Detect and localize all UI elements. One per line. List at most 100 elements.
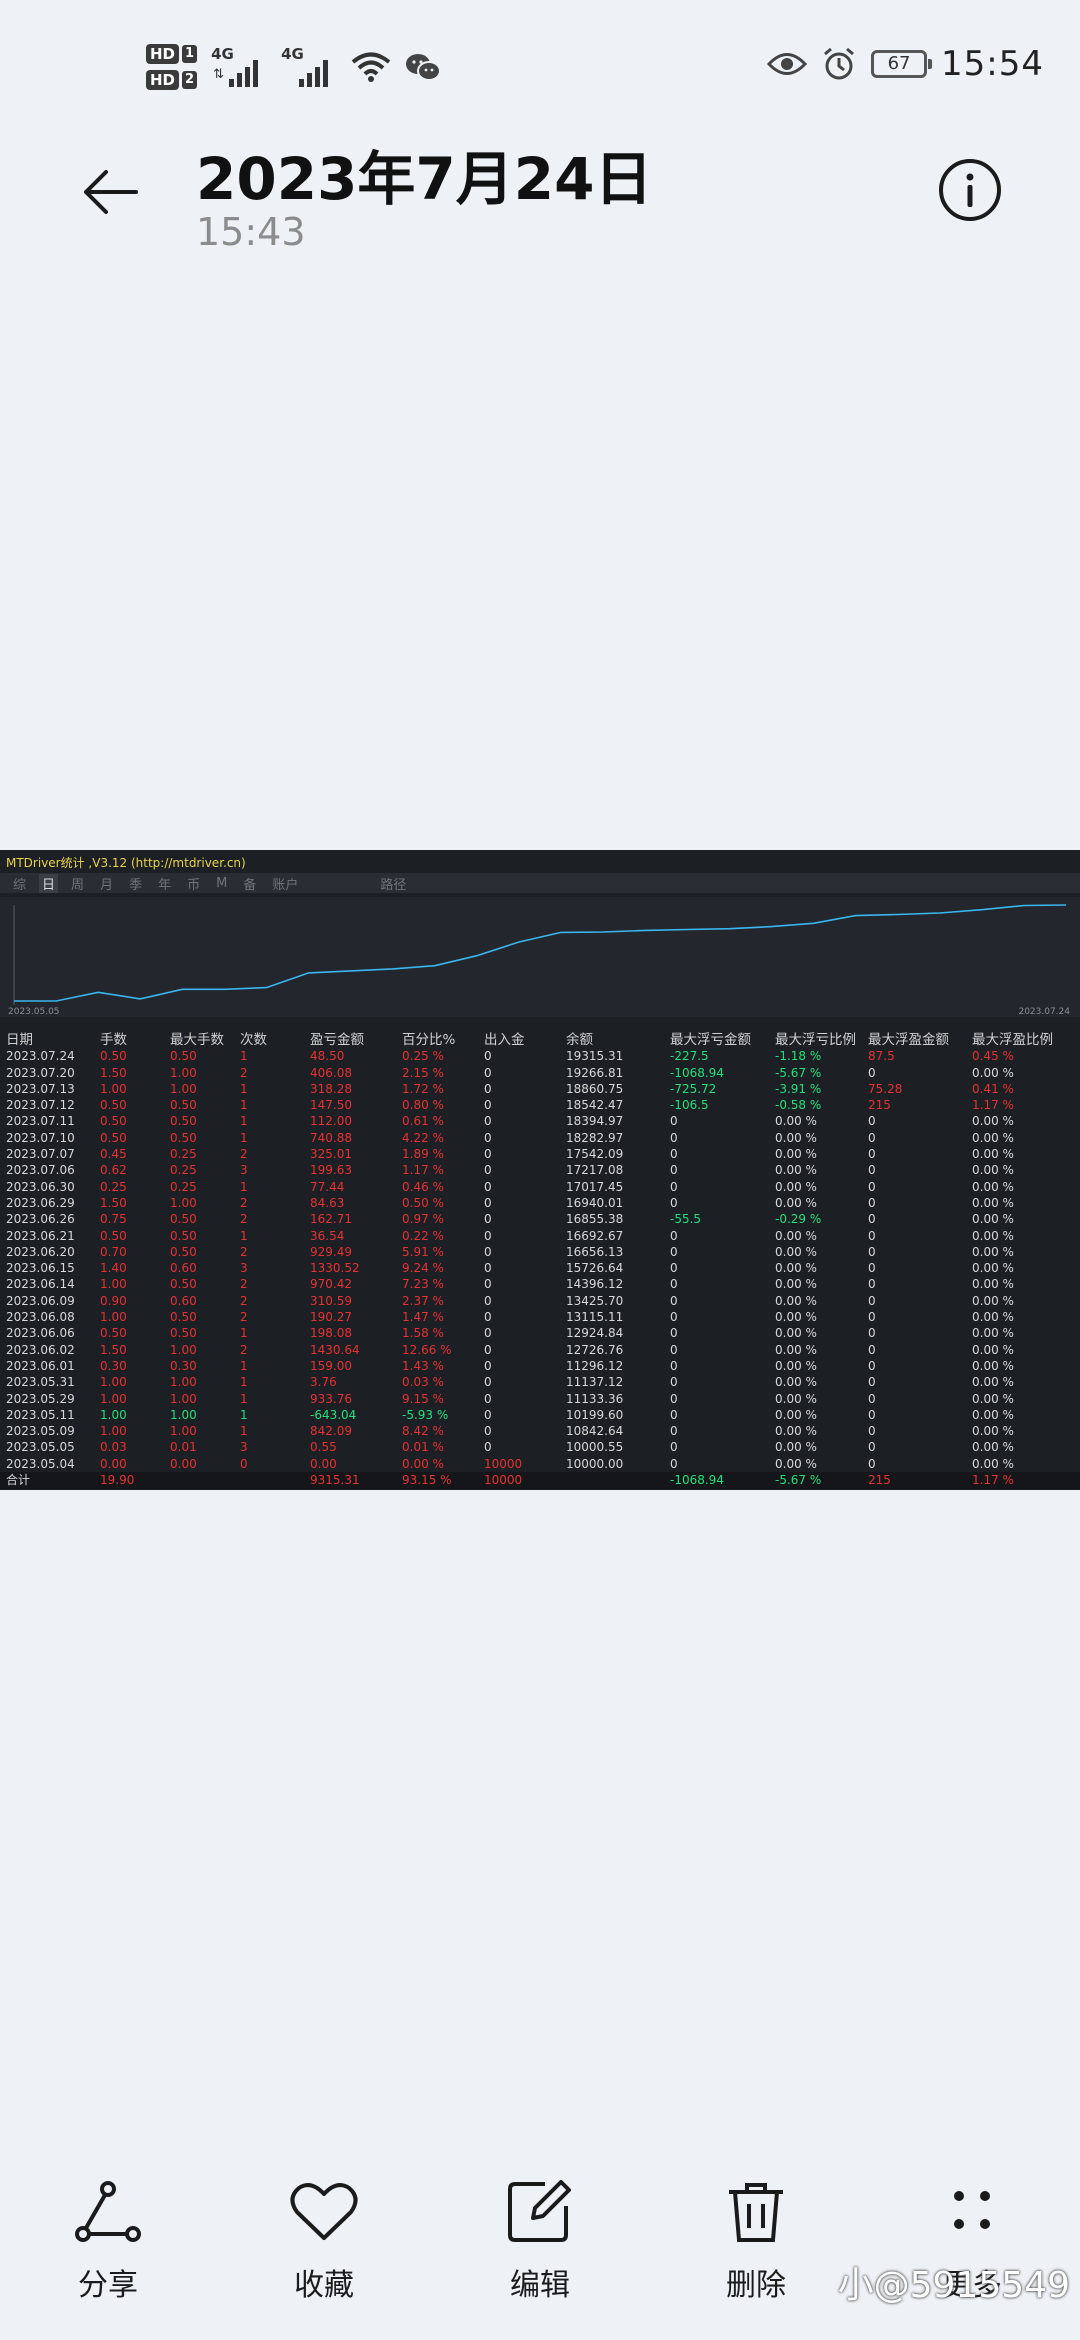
table-cell: 147.50	[310, 1098, 352, 1113]
table-cell: 215	[868, 1098, 891, 1113]
column-header: 次数	[240, 1032, 267, 1048]
table-cell: 159.00	[310, 1358, 352, 1373]
table-cell: 1.58 %	[402, 1326, 444, 1341]
table-row: 2023.07.13 1.00 1.00 1 318.28 1.72 % 0 18860.75…	[0, 1081, 1080, 1097]
table-cell: 1.50	[100, 1342, 127, 1357]
table-cell: 1	[240, 1081, 248, 1096]
table-row: 2023.06.30 0.25 0.25 1 77.44 0.46 % 0 17017.45 0…	[0, 1179, 1080, 1195]
table-cell: 19266.81	[566, 1065, 624, 1080]
column-header: 最大浮亏金额	[670, 1032, 751, 1048]
table-cell: 0.00	[310, 1456, 337, 1471]
table-cell: 0	[484, 1277, 492, 1292]
table-cell: 0	[670, 1342, 678, 1357]
share-button[interactable]: 分享	[38, 2180, 178, 2304]
table-cell: -5.93 %	[402, 1407, 449, 1422]
table-cell: 2023.07.11	[6, 1114, 75, 1129]
table-cell: 9315.31	[310, 1473, 360, 1488]
table-cell: 1.00	[100, 1310, 127, 1325]
table-cell: 0.00 %	[775, 1375, 817, 1390]
table-cell: 0	[868, 1293, 876, 1308]
table-cell: 0.00 %	[972, 1277, 1014, 1292]
table-cell: 970.42	[310, 1277, 352, 1292]
more-button[interactable]: 更多	[902, 2180, 1042, 2304]
table-cell: 0.50 %	[402, 1195, 444, 1210]
table-cell: 2	[240, 1244, 248, 1259]
table-cell: 2	[240, 1310, 248, 1325]
table-row: 2023.06.14 1.00 0.50 2 970.42 7.23 % 0 14396.12…	[0, 1276, 1080, 1292]
table-cell: 0	[670, 1195, 678, 1210]
table-cell: 0.00 %	[972, 1456, 1014, 1471]
table-cell: 0	[670, 1310, 678, 1325]
table-cell: 11137.12	[566, 1375, 624, 1390]
table-cell: 1.50	[100, 1195, 127, 1210]
watermark: 小@5915549	[837, 2265, 1070, 2306]
info-icon[interactable]	[938, 158, 1002, 222]
table-cell: 0.30	[170, 1358, 197, 1373]
delete-button[interactable]: 删除	[686, 2180, 826, 2304]
table-cell: 0.75	[100, 1212, 127, 1227]
table-cell: -3.91 %	[775, 1081, 822, 1096]
bottom-action-bar: 分享 收藏 编辑 删除 更多	[0, 2180, 1080, 2340]
table-cell: 75.28	[868, 1081, 903, 1096]
table-cell: 18542.47	[566, 1098, 624, 1113]
report-tab: 综	[13, 877, 27, 893]
table-cell: 0.45	[100, 1147, 127, 1162]
table-cell: 0.50	[170, 1049, 197, 1064]
table-cell: 0.03 %	[402, 1375, 444, 1390]
table-cell: 0.00 %	[775, 1456, 817, 1471]
alarm-icon	[824, 47, 854, 80]
table-cell: 84.63	[310, 1195, 345, 1210]
table-cell: 0.00 %	[775, 1310, 817, 1325]
table-cell: 2023.05.29	[6, 1391, 75, 1406]
table-cell: 933.76	[310, 1391, 352, 1406]
table-cell: 1	[240, 1098, 248, 1113]
table-cell: 1.00	[170, 1424, 197, 1439]
table-cell: 13115.11	[566, 1310, 624, 1325]
table-cell: -5.67 %	[775, 1473, 822, 1488]
table-cell: 3	[240, 1163, 248, 1178]
report-tab: 币	[187, 877, 201, 893]
table-cell: 8.42 %	[402, 1424, 444, 1439]
table-row: 2023.05.05 0.03 0.01 3 0.55 0.01 % 0 10000.55 0 0…	[0, 1439, 1080, 1455]
table-cell: 0	[484, 1293, 492, 1308]
table-row: 2023.05.31 1.00 1.00 1 3.76 0.03 % 0 11137.12 0 0…	[0, 1374, 1080, 1390]
table-cell: -5.67 %	[775, 1065, 822, 1080]
table-cell: 93.15 %	[402, 1473, 452, 1488]
table-cell: 0.00 %	[775, 1407, 817, 1422]
table-cell: 0	[670, 1391, 678, 1406]
edit-button[interactable]: 编辑	[470, 2180, 610, 2304]
table-cell: 0	[868, 1130, 876, 1145]
table-cell: 10199.60	[566, 1407, 624, 1422]
column-header: 最大浮盈比例	[972, 1032, 1053, 1048]
table-cell: 0	[670, 1147, 678, 1162]
table-cell: 0.62	[100, 1163, 127, 1178]
table-cell: 0	[670, 1114, 678, 1129]
table-cell: 0	[868, 1244, 876, 1259]
sim2-indicator: HD 2	[146, 70, 198, 90]
table-cell: 0.00 %	[972, 1163, 1014, 1178]
report-tab: 月	[100, 877, 114, 893]
table-row: 2023.07.12 0.50 0.50 1 147.50 0.80 % 0 18542.47…	[0, 1097, 1080, 1113]
table-cell: 1.00	[100, 1407, 127, 1422]
table-cell: 0	[240, 1456, 248, 1471]
table-cell: 0.00 %	[972, 1326, 1014, 1341]
table-cell: 0.00 %	[972, 1358, 1014, 1373]
table-cell: 0.00 %	[972, 1228, 1014, 1243]
table-cell: 2023.07.20	[6, 1065, 75, 1080]
table-cell: 0	[484, 1147, 492, 1162]
table-cell: 0.90	[100, 1293, 127, 1308]
table-cell: 2023.06.06	[6, 1326, 75, 1341]
table-cell: 0.00 %	[775, 1163, 817, 1178]
table-cell: 1	[240, 1424, 248, 1439]
favorite-button[interactable]: 收藏	[254, 2180, 394, 2304]
table-cell: 0	[484, 1342, 492, 1357]
table-cell: 0	[484, 1261, 492, 1276]
table-cell: 3	[240, 1440, 248, 1455]
table-cell: 0	[670, 1130, 678, 1145]
back-arrow-icon[interactable]	[78, 160, 142, 224]
table-cell: 17017.45	[566, 1179, 624, 1194]
table-cell: 18282.97	[566, 1130, 624, 1145]
table-cell: 0.00 %	[775, 1261, 817, 1276]
table-cell: 0.00 %	[775, 1130, 817, 1145]
table-cell: 9.15 %	[402, 1391, 444, 1406]
